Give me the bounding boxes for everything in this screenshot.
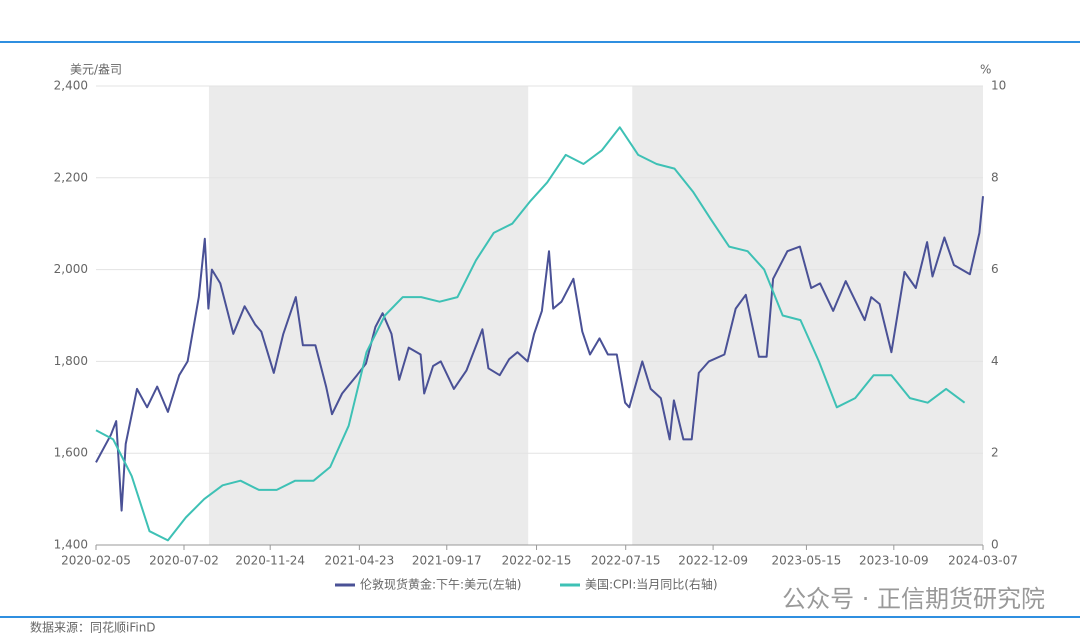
y2-tick-label: 2 — [991, 446, 999, 460]
shaded-range — [632, 86, 983, 545]
y2-tick-label: 0 — [991, 538, 999, 552]
y-tick-label: 1,600 — [54, 446, 88, 460]
y2-tick-label: 6 — [991, 262, 999, 276]
x-tick-label: 2022-12-09 — [678, 554, 748, 568]
lines — [95, 126, 984, 542]
legend-label: 美国:CPI:当月同比(右轴) — [585, 577, 718, 592]
x-tick-label: 2022-02-15 — [502, 554, 572, 568]
legend-label: 伦敦现货黄金:下午:美元(左轴) — [360, 577, 521, 592]
x-tick-label: 2024-03-07 — [948, 554, 1018, 568]
watermark: 公众号 · 正信期货研究院 — [782, 585, 1045, 613]
y2-axis-label: % — [980, 63, 991, 77]
y-tick-label: 2,200 — [54, 170, 88, 184]
grid — [95, 85, 984, 550]
x-tick-label: 2020-07-02 — [149, 554, 219, 568]
x-tick-label: 2021-09-17 — [412, 554, 482, 568]
y2-tick-label: 10 — [991, 79, 1006, 93]
y-tick-label: 2,400 — [54, 79, 88, 93]
y-tick-label: 1,800 — [54, 354, 88, 368]
y2-tick-label: 4 — [991, 354, 999, 368]
source: 数据来源：同花顺iFinD — [30, 620, 156, 635]
y-axis-label: 美元/盎司 — [70, 63, 122, 77]
x-tick-label: 2020-02-05 — [61, 554, 131, 568]
series-line — [95, 196, 984, 512]
y-tick-label: 1,400 — [54, 538, 88, 552]
x-tick-label: 2022-07-15 — [591, 554, 661, 568]
shading — [208, 86, 983, 545]
x-tick-label: 2023-10-09 — [859, 554, 929, 568]
x-tick-label: 2020-11-24 — [235, 554, 305, 568]
x-tick-label: 2023-05-15 — [772, 554, 842, 568]
shaded-range — [208, 86, 529, 545]
x-tick-label: 2021-04-23 — [324, 554, 394, 568]
series-line — [95, 126, 966, 542]
y-tick-label: 2,000 — [54, 262, 88, 276]
y2-tick-label: 8 — [991, 170, 999, 184]
